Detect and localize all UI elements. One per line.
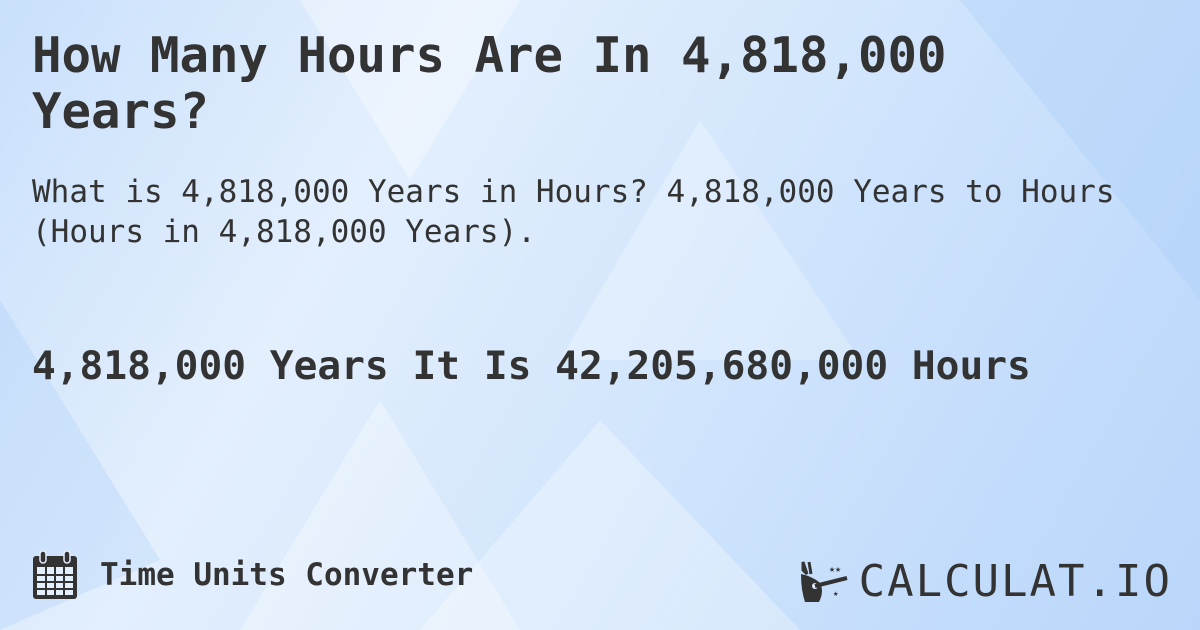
calendar-icon xyxy=(33,550,77,599)
magic-hand-icon: ★★ ★ xyxy=(800,561,848,602)
footer-label: Time Units Converter xyxy=(100,557,474,593)
svg-text:★: ★ xyxy=(833,589,839,599)
page-subtitle: What is 4,818,000 Years in Hours? 4,818,… xyxy=(32,174,1115,250)
page-title: How Many Hours Are In 4,818,000 Years? xyxy=(32,27,947,140)
footer-category[interactable]: Time Units Converter xyxy=(32,550,473,600)
calculat-io-logo[interactable]: ★★ ★ CALCULAT.IO xyxy=(799,556,1172,607)
svg-text:★★: ★★ xyxy=(829,564,841,575)
logo-text: CALCULAT.IO xyxy=(858,556,1172,607)
answer-text: 4,818,000 Years It Is 42,205,680,000 Hou… xyxy=(32,343,1031,389)
